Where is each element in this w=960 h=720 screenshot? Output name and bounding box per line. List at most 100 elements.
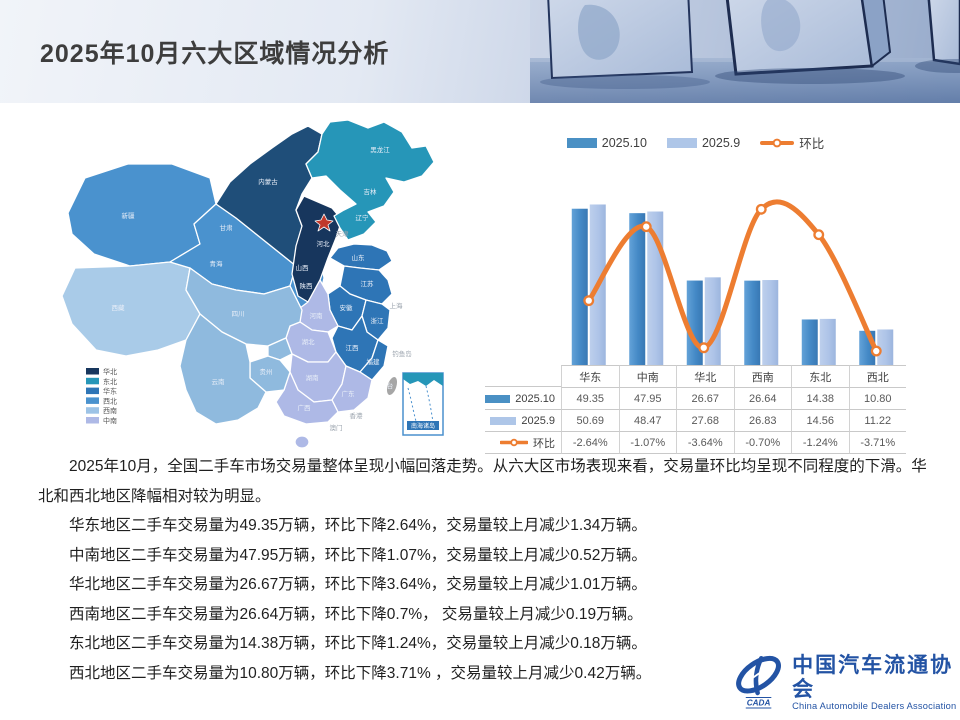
table-value-cell: 50.69 bbox=[561, 410, 619, 432]
analysis-paragraph: 华北地区二手车交易量为26.67万辆，环比下降3.64%，交易量较上月减少1.0… bbox=[69, 576, 647, 593]
bar-2025-9 bbox=[819, 318, 836, 365]
table-row-label: 2025.9 bbox=[485, 410, 561, 432]
province-label: 黑龙江 bbox=[370, 145, 390, 154]
table-value-cell: 26.67 bbox=[676, 388, 734, 410]
province-label: 安徽 bbox=[340, 303, 354, 312]
province-label: 河北 bbox=[317, 240, 331, 248]
legend-bar-swatch bbox=[566, 137, 597, 148]
table-value-cell: 26.83 bbox=[733, 410, 791, 432]
analysis-paragraph: 2025年10月，全国二手车市场交易量整体呈现小幅回落走势。从六大区市场表现来看… bbox=[38, 458, 927, 505]
province-label: 湖南 bbox=[306, 373, 320, 382]
cada-badge-text: CADA bbox=[747, 699, 771, 708]
line-marker bbox=[640, 221, 652, 233]
table-row-label: 环比 bbox=[485, 432, 561, 454]
bar-2025-9 bbox=[877, 329, 894, 365]
line-marker bbox=[870, 345, 882, 357]
legend-label: 2025.10 bbox=[601, 135, 647, 150]
province-label: 辽宁 bbox=[356, 213, 370, 222]
logo-chinese-name: 中国汽车流通协会 bbox=[792, 653, 954, 701]
province-label: 江西 bbox=[346, 344, 360, 352]
slide-header: 2025年10月六大区域情况分析 bbox=[0, 0, 960, 103]
legend-bar-swatch bbox=[666, 137, 697, 148]
legend-item: 2025.9 bbox=[666, 136, 740, 150]
bar-2025-10 bbox=[571, 208, 588, 365]
bar-2025-10 bbox=[686, 280, 703, 365]
analysis-paragraph: 东北地区二手车交易量为14.38万辆，环比下降1.24%，交易量较上月减少0.1… bbox=[69, 635, 647, 652]
logo-english-name: China Automobile Dealers Association bbox=[792, 701, 957, 711]
header-cubes-art bbox=[530, 0, 960, 103]
table-column-header: 西南 bbox=[733, 365, 791, 388]
inset-label: 南海诸岛 bbox=[411, 422, 435, 430]
province-label: 湖北 bbox=[302, 337, 316, 346]
province-label: 上海 bbox=[390, 301, 404, 310]
province-label: 天津 bbox=[336, 230, 350, 238]
map-regions bbox=[61, 119, 435, 449]
province-label: 陕西 bbox=[300, 281, 314, 290]
province-label: 钓鱼岛 bbox=[392, 349, 412, 358]
province-label: 云南 bbox=[212, 377, 226, 386]
cada-logo: CADA 中国汽车流通协会 China Automobile Dealers A… bbox=[733, 652, 960, 712]
region-volume-chart bbox=[571, 199, 894, 365]
province-label: 内蒙古 bbox=[258, 177, 278, 186]
province-label: 江苏 bbox=[361, 279, 375, 288]
province-label: 广西 bbox=[298, 403, 312, 412]
row-line-icon bbox=[500, 438, 528, 447]
province-label: 甘肃 bbox=[220, 223, 234, 232]
region-taiwan bbox=[385, 375, 399, 397]
legend-line-icon bbox=[760, 138, 795, 147]
table-value-cell: 47.95 bbox=[618, 388, 676, 410]
province-label: 西藏 bbox=[112, 303, 126, 312]
map-legend-swatch bbox=[86, 368, 99, 375]
table-value-cell: -3.71% bbox=[848, 432, 906, 454]
map-legend-swatch bbox=[86, 407, 99, 414]
table-value-cell: 14.56 bbox=[791, 410, 849, 432]
province-label: 山东 bbox=[352, 253, 366, 262]
analysis-paragraph: 西北地区二手车交易量为10.80万辆，环比下降3.71% ，交易量较上月减少0.… bbox=[69, 664, 652, 682]
legend-item: 环比 bbox=[760, 133, 824, 152]
region-hainan bbox=[294, 435, 310, 449]
region-guangdong bbox=[331, 365, 373, 413]
table-column-header: 东北 bbox=[791, 365, 849, 388]
analysis-text: 2025年10月，全国二手车市场交易量整体呈现小幅回落走势。从六大区市场表现来看… bbox=[38, 452, 938, 688]
analysis-paragraph: 西南地区二手车交易量为26.64万辆，环比下降0.7%， 交易量较上月减少0.1… bbox=[69, 605, 643, 623]
province-label: 四川 bbox=[232, 310, 245, 318]
table-value-cell: -0.70% bbox=[733, 432, 791, 454]
chart-legend: 2025.10 2025.9 环比 bbox=[485, 133, 906, 152]
south-sea-inset: 南海诸岛 bbox=[402, 372, 444, 436]
region-xizang bbox=[61, 261, 201, 357]
table-column-header: 华东 bbox=[561, 365, 619, 388]
table-value-cell: 48.47 bbox=[618, 410, 676, 432]
beijing-marker bbox=[314, 213, 334, 232]
table-column-header: 中南 bbox=[618, 365, 676, 388]
map-legend-swatch bbox=[86, 387, 99, 395]
cada-emblem-icon: CADA bbox=[736, 655, 781, 709]
province-label: 台 bbox=[387, 381, 394, 390]
region-chongqing bbox=[267, 337, 293, 361]
province-label: 新疆 bbox=[122, 211, 136, 220]
row-bar-swatch bbox=[490, 416, 517, 425]
bar-2025-10 bbox=[744, 280, 761, 365]
region-yunnan bbox=[179, 313, 267, 425]
map-legend-swatch bbox=[86, 417, 99, 424]
analysis-paragraph: 中南地区二手车交易量为47.95万辆，环比下降1.07%，交易量较上月减少0.5… bbox=[69, 546, 647, 564]
legend-item: 2025.10 bbox=[566, 135, 647, 150]
page-title: 2025年10月六大区域情况分析 bbox=[40, 40, 390, 68]
province-label: 浙江 bbox=[371, 316, 385, 325]
chart-data-table: 华东 中南 华北 西南 东北 西北 2025.10 49.35 47.95 26.67 26.64 1… bbox=[485, 365, 906, 454]
table-value-cell: -1.24% bbox=[791, 432, 849, 454]
analysis-paragraph: 华东地区二手车交易量为49.35万辆，环比下降2.64%，交易量较上月减少1.3… bbox=[69, 517, 647, 534]
row-bar-swatch bbox=[485, 394, 511, 403]
table-value-cell: 27.68 bbox=[676, 410, 734, 432]
table-value-cell: 49.35 bbox=[561, 388, 619, 410]
table-column-header: 华北 bbox=[676, 365, 734, 388]
table-value-cell: -3.64% bbox=[676, 432, 734, 454]
line-marker bbox=[698, 342, 710, 354]
table-corner-cell bbox=[485, 365, 561, 387]
province-label: 河南 bbox=[310, 311, 324, 320]
table-value-cell: 11.22 bbox=[848, 410, 906, 432]
region-dongbei bbox=[305, 119, 435, 241]
line-marker bbox=[583, 295, 595, 307]
